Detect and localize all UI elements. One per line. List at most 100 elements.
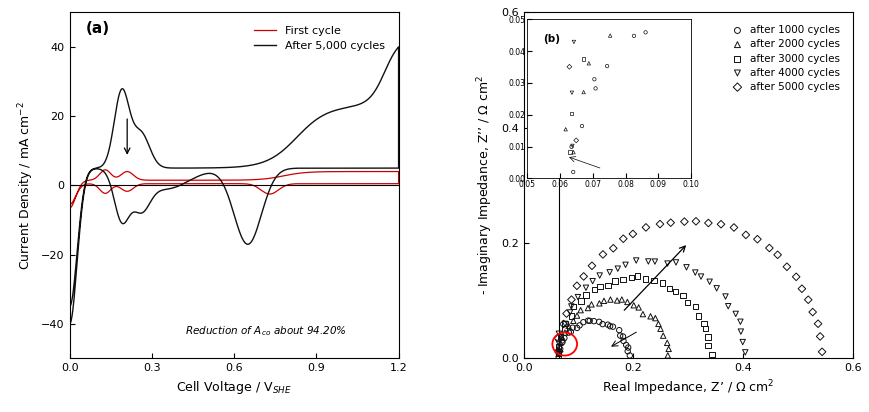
after 5000 cycles — [551, 335, 565, 342]
after 5000 cycles — [713, 221, 727, 227]
after 4000 cycles — [718, 293, 732, 300]
after 2000 cycles — [635, 311, 649, 317]
after 3000 cycles — [566, 303, 580, 310]
Legend: after 1000 cycles, after 2000 cycles, after 3000 cycles, after 4000 cycles, afte: after 1000 cycles, after 2000 cycles, af… — [728, 21, 843, 96]
after 1000 cycles — [569, 325, 583, 331]
after 2000 cycles — [557, 329, 571, 336]
After 5,000 cycles — [269, 178, 279, 183]
after 1000 cycles — [620, 344, 634, 351]
after 5000 cycles — [576, 273, 590, 280]
after 3000 cycles — [680, 299, 693, 306]
after 1000 cycles — [592, 318, 606, 325]
after 4000 cycles — [668, 259, 682, 266]
after 5000 cycles — [564, 296, 578, 303]
after 4000 cycles — [738, 349, 752, 356]
after 5000 cycles — [700, 220, 714, 226]
after 1000 cycles — [563, 329, 577, 335]
after 5000 cycles — [788, 274, 802, 280]
after 4000 cycles — [585, 278, 599, 284]
First cycle — [106, 187, 116, 192]
after 5000 cycles — [750, 236, 764, 243]
after 4000 cycles — [640, 258, 654, 265]
First cycle — [64, 206, 75, 211]
after 3000 cycles — [638, 276, 652, 282]
after 5000 cycles — [726, 224, 740, 231]
after 3000 cycles — [578, 292, 592, 298]
after 1000 cycles — [587, 318, 600, 324]
after 3000 cycles — [564, 313, 578, 319]
after 5000 cycles — [653, 221, 667, 227]
after 3000 cycles — [704, 351, 718, 358]
after 4000 cycles — [602, 269, 616, 276]
after 4000 cycles — [579, 284, 593, 291]
After 5,000 cycles — [385, 166, 395, 171]
after 2000 cycles — [626, 302, 640, 309]
after 3000 cycles — [593, 283, 607, 290]
X-axis label: Cell Voltage / V$_{SHE}$: Cell Voltage / V$_{SHE}$ — [176, 379, 292, 396]
after 2000 cycles — [592, 300, 606, 307]
after 4000 cycles — [720, 303, 734, 309]
after 5000 cycles — [794, 286, 808, 292]
after 3000 cycles — [700, 334, 714, 340]
after 1000 cycles — [622, 352, 636, 359]
Line: First cycle: First cycle — [70, 170, 398, 208]
after 1000 cycles — [576, 319, 590, 325]
after 5000 cycles — [805, 309, 819, 315]
after 2000 cycles — [653, 325, 667, 332]
after 5000 cycles — [569, 283, 583, 289]
after 3000 cycles — [696, 320, 710, 327]
after 4000 cycles — [702, 279, 716, 285]
Y-axis label: Current Density / mA cm$^{-2}$: Current Density / mA cm$^{-2}$ — [16, 101, 36, 270]
X-axis label: Real Impedance, Z’ / Ω cm$^{2}$: Real Impedance, Z’ / Ω cm$^{2}$ — [601, 379, 773, 398]
after 3000 cycles — [557, 320, 571, 327]
after 1000 cycles — [554, 337, 568, 344]
after 1000 cycles — [602, 323, 616, 330]
after 4000 cycles — [551, 339, 565, 346]
after 2000 cycles — [550, 346, 564, 353]
After 5,000 cycles — [362, 97, 372, 102]
after 4000 cycles — [628, 257, 642, 264]
after 4000 cycles — [660, 260, 673, 267]
after 4000 cycles — [693, 273, 707, 280]
after 2000 cycles — [603, 296, 617, 303]
after 2000 cycles — [580, 305, 594, 311]
after 3000 cycles — [574, 298, 587, 304]
after 4000 cycles — [687, 269, 701, 276]
after 5000 cycles — [606, 245, 620, 252]
First cycle — [76, 181, 87, 186]
First cycle — [385, 181, 395, 186]
after 5000 cycles — [638, 224, 652, 231]
after 4000 cycles — [592, 272, 606, 279]
after 2000 cycles — [631, 304, 645, 311]
after 4000 cycles — [709, 285, 723, 292]
after 4000 cycles — [733, 328, 747, 335]
after 1000 cycles — [595, 321, 609, 328]
after 3000 cycles — [661, 285, 675, 292]
after 1000 cycles — [553, 346, 567, 352]
after 2000 cycles — [553, 339, 567, 346]
after 5000 cycles — [663, 219, 677, 226]
after 5000 cycles — [814, 349, 828, 355]
after 1000 cycles — [616, 337, 630, 344]
after 1000 cycles — [551, 349, 565, 356]
after 4000 cycles — [557, 321, 571, 327]
after 2000 cycles — [573, 307, 587, 314]
after 4000 cycles — [647, 258, 661, 265]
after 2000 cycles — [584, 301, 598, 308]
after 4000 cycles — [570, 294, 584, 300]
after 5000 cycles — [625, 231, 639, 237]
After 5,000 cycles — [76, 201, 87, 206]
after 3000 cycles — [675, 293, 689, 299]
Text: (a): (a) — [86, 21, 110, 36]
after 3000 cycles — [630, 273, 644, 279]
after 2000 cycles — [569, 312, 583, 319]
after 2000 cycles — [660, 339, 673, 346]
after 3000 cycles — [587, 286, 601, 293]
after 1000 cycles — [620, 348, 634, 354]
after 5000 cycles — [556, 321, 570, 327]
after 4000 cycles — [551, 349, 565, 356]
after 1000 cycles — [561, 329, 575, 336]
after 5000 cycles — [552, 348, 566, 355]
after 3000 cycles — [654, 280, 668, 286]
after 5000 cycles — [738, 232, 752, 238]
